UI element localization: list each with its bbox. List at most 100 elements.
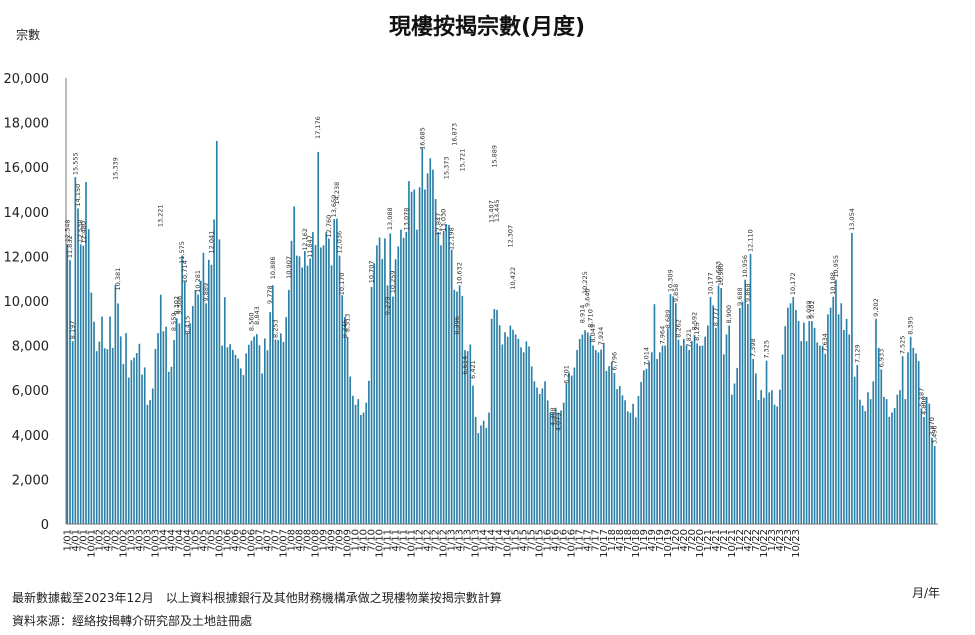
data-label: 13,078 [402, 208, 410, 231]
bar [450, 249, 453, 525]
bar [621, 395, 624, 524]
bar [666, 328, 669, 524]
x-tick-label: 10/04 [182, 529, 193, 558]
bar [541, 388, 544, 524]
x-tick-label: 10/12 [439, 529, 450, 558]
x-tick-label: 4/21 [711, 529, 722, 551]
x-tick-label: 4/15 [519, 529, 530, 551]
data-label: 10,907 [285, 256, 293, 279]
bar [429, 158, 432, 524]
bar [877, 347, 880, 524]
bar [811, 321, 813, 524]
bar [135, 353, 138, 524]
bar [274, 339, 277, 524]
bar [151, 388, 154, 524]
data-label: 10,381 [114, 268, 122, 291]
data-label: 10,956 [741, 255, 749, 278]
bar [434, 199, 437, 524]
bar [707, 325, 709, 524]
bar [509, 325, 512, 524]
data-label: 13,088 [386, 207, 394, 230]
bar [872, 381, 875, 524]
bar [175, 318, 178, 524]
bar [923, 416, 925, 524]
x-tick-label: 4/04 [166, 529, 177, 551]
bar [776, 406, 779, 524]
bar [472, 385, 474, 524]
x-tick-label: 7/17 [591, 529, 602, 551]
x-tick-label: 10/22 [759, 529, 770, 558]
x-tick-label: 7/18 [623, 529, 634, 551]
bar [616, 389, 618, 524]
data-label: 11,575 [178, 241, 186, 264]
bar [586, 332, 589, 524]
bar [653, 304, 656, 524]
data-label: 8,559 [170, 313, 178, 332]
bar [119, 336, 122, 524]
x-tick-label: 1/06 [222, 529, 233, 551]
bar [728, 325, 730, 524]
bar [237, 358, 239, 524]
bar [370, 286, 373, 524]
data-label: 9,688 [736, 287, 744, 306]
bar [480, 425, 482, 524]
bar [864, 411, 867, 524]
bar [779, 389, 781, 524]
data-label: 6,201 [562, 365, 570, 384]
bar [421, 147, 424, 525]
bar [787, 307, 789, 524]
bar [461, 295, 464, 524]
bar [634, 417, 637, 524]
bar [682, 338, 685, 524]
bar [720, 288, 722, 524]
bar [784, 326, 787, 524]
data-label: 16,685 [418, 127, 426, 150]
bar [272, 285, 274, 524]
bar [234, 354, 237, 524]
bar [130, 360, 133, 524]
data-label: 7,129 [853, 344, 861, 363]
data-label: 10,281 [194, 270, 202, 293]
bar [677, 339, 680, 524]
x-tick-label: 10/18 [631, 529, 642, 558]
bar [680, 345, 682, 524]
x-tick-label: 10/16 [567, 529, 578, 558]
x-tick-label: 1/12 [415, 529, 426, 551]
bar [514, 334, 517, 524]
x-tick-label: 1/23 [767, 529, 778, 551]
bar [536, 387, 538, 524]
x-tick-label: 7/14 [495, 529, 506, 551]
data-label: 10,172 [789, 272, 797, 295]
data-label: 8,396 [453, 316, 461, 335]
data-label: 11,832 [66, 235, 74, 258]
bar [106, 349, 109, 524]
bar [365, 402, 368, 524]
data-label: 10,707 [368, 260, 376, 283]
bar [298, 256, 301, 524]
chart-title: 現樓按揭宗數(月度) [389, 14, 585, 40]
x-tick-label: 4/03 [134, 529, 145, 551]
bar [261, 373, 263, 524]
bar [893, 408, 896, 524]
bar [114, 285, 117, 524]
bar [74, 177, 77, 524]
x-tick-label: 10/19 [663, 529, 674, 558]
data-label: 10,259 [389, 270, 397, 293]
bar [333, 219, 336, 524]
x-tick-label: 10/03 [150, 529, 161, 558]
bar [752, 359, 755, 524]
x-tick-label: 7/02 [110, 529, 121, 551]
bar [405, 231, 408, 524]
bar [82, 245, 85, 524]
bar [560, 410, 562, 524]
bar [600, 349, 602, 524]
data-label: 12,307 [506, 225, 514, 248]
bar [424, 189, 426, 525]
bar [701, 345, 704, 524]
x-tick-label: 10/23 [791, 529, 802, 558]
data-label: 9,889 [202, 283, 210, 302]
bar [247, 344, 250, 524]
y-tick-label: 2,000 [12, 473, 49, 488]
bar [693, 334, 696, 524]
x-tick-label: 4/06 [230, 529, 241, 551]
